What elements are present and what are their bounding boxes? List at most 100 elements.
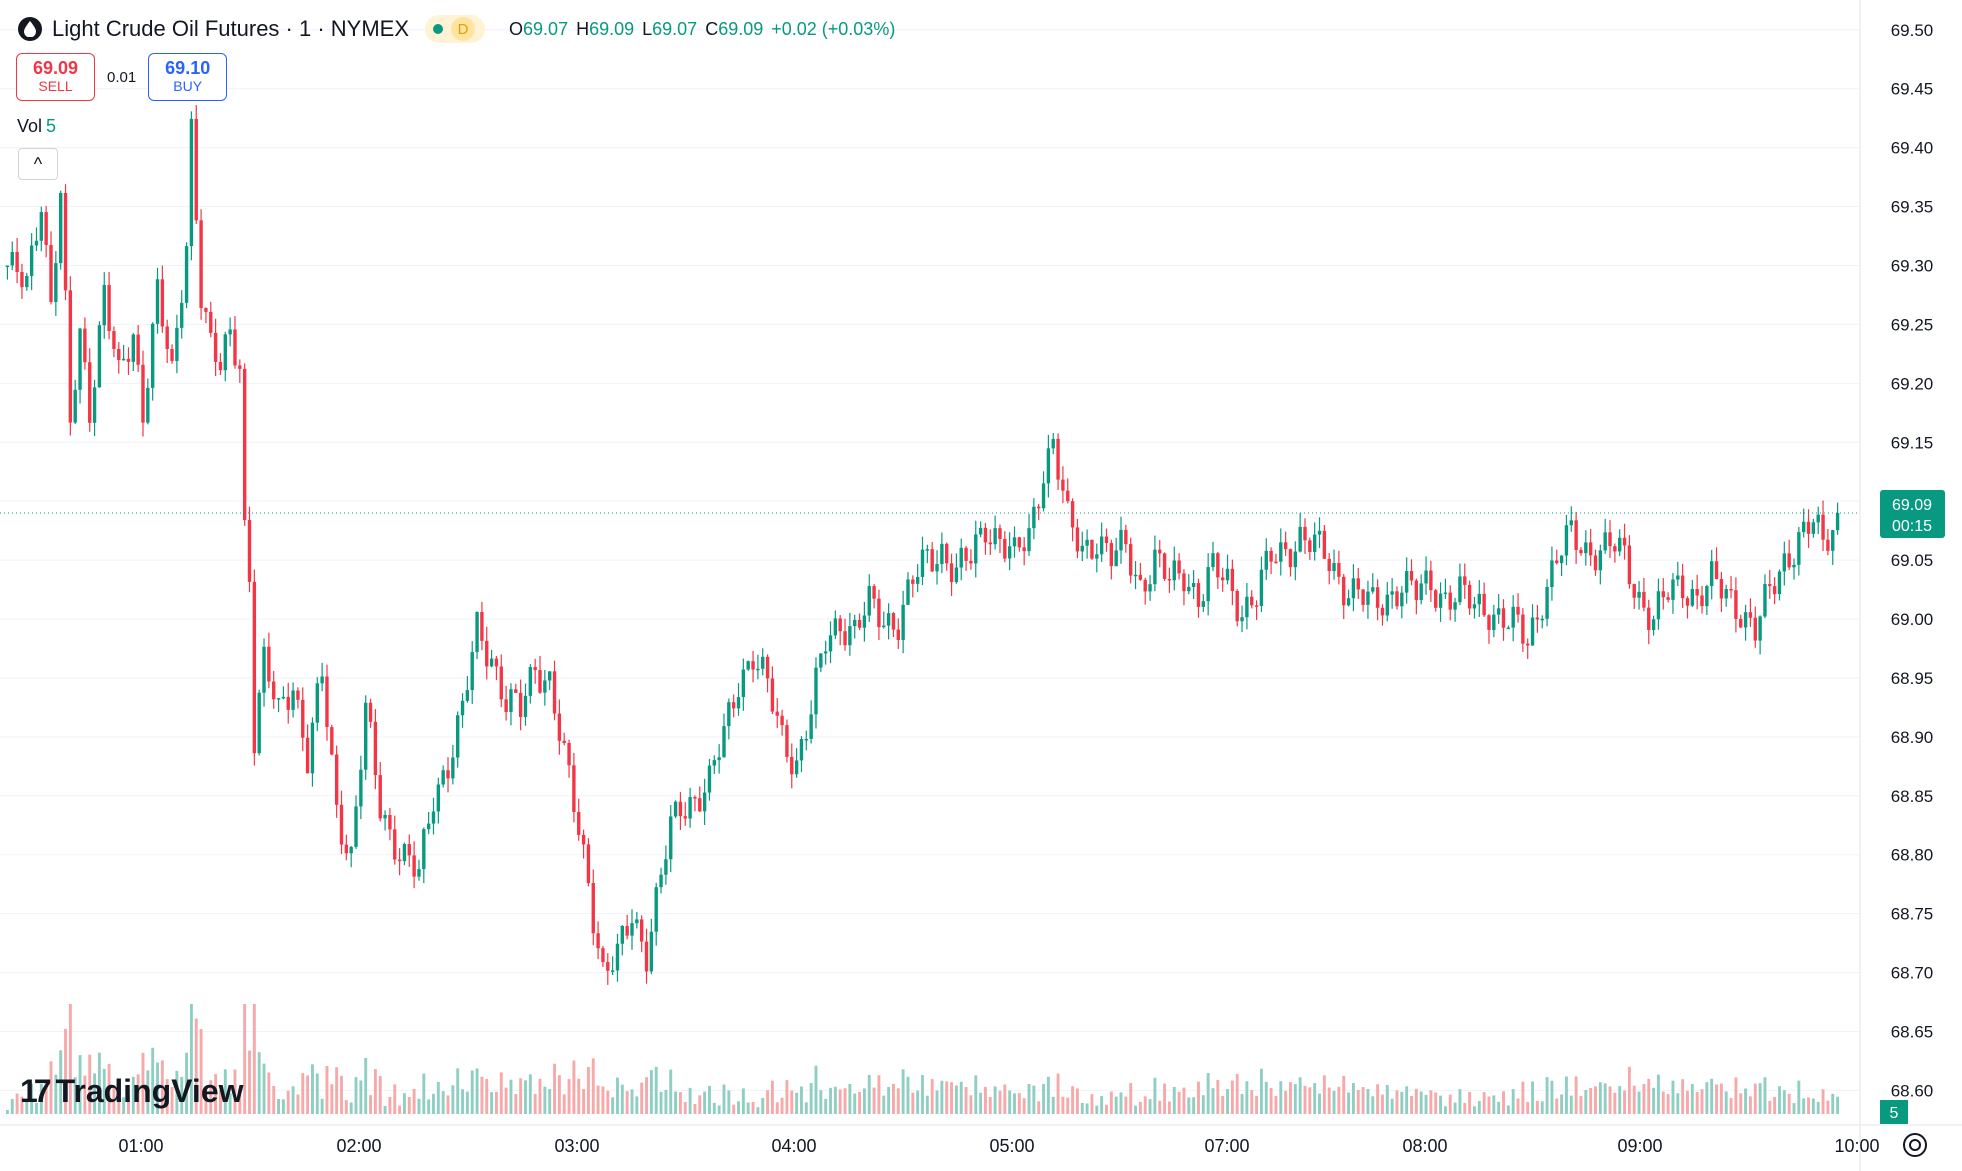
volume-bar xyxy=(257,1052,261,1114)
volume-bar xyxy=(219,1090,222,1114)
candle-body xyxy=(644,941,649,972)
volume-bar xyxy=(954,1085,958,1114)
volume-bar xyxy=(465,1091,469,1114)
volume-bar xyxy=(974,1075,978,1114)
candle-body xyxy=(436,784,441,812)
candle-body xyxy=(1559,555,1564,564)
volume-bar xyxy=(1763,1077,1767,1114)
tradingview-logo-text: TradingView xyxy=(55,1073,244,1109)
candle-body xyxy=(136,334,140,365)
candle-body xyxy=(1792,564,1796,568)
volume-bar xyxy=(1734,1077,1738,1114)
volume-bar xyxy=(1753,1083,1757,1114)
price-tick-label: 68.60 xyxy=(1891,1081,1934,1100)
candle-body xyxy=(117,348,121,361)
volume-bar xyxy=(310,1064,314,1114)
volume-bar xyxy=(1342,1075,1346,1114)
candle-body xyxy=(402,844,407,862)
volume-bar xyxy=(1090,1094,1094,1114)
volume-bar xyxy=(417,1098,421,1114)
candle-body xyxy=(731,702,736,709)
volume-bar xyxy=(1497,1101,1501,1114)
candle-body xyxy=(901,604,905,640)
candle-body xyxy=(257,692,261,754)
candle-body xyxy=(1298,526,1302,552)
market-status-pill[interactable]: D xyxy=(425,15,486,43)
volume-bar xyxy=(1666,1094,1670,1114)
time-tick-label: 02:00 xyxy=(336,1136,381,1156)
candle-body xyxy=(1303,526,1307,541)
volume-bar xyxy=(432,1093,435,1114)
candle-body xyxy=(533,667,537,671)
candle-body xyxy=(1758,616,1762,641)
volume-bar xyxy=(557,1075,561,1114)
candle-body xyxy=(320,676,324,684)
volume-bar xyxy=(664,1089,668,1114)
candle-body xyxy=(809,714,813,739)
volume-bar xyxy=(402,1093,406,1114)
candle-body xyxy=(1351,578,1356,599)
volume-bar xyxy=(1351,1083,1355,1114)
volume-bar xyxy=(5,1110,9,1114)
buy-button[interactable]: 69.10 BUY xyxy=(148,53,228,101)
volume-bar xyxy=(383,1105,387,1114)
candle-body xyxy=(596,933,600,949)
candle-body xyxy=(146,387,150,423)
volume-bar xyxy=(68,1004,72,1114)
trade-panel: 69.09 SELL 0.01 69.10 BUY xyxy=(16,53,228,101)
volume-bar xyxy=(1061,1096,1065,1114)
candle-body xyxy=(1598,550,1603,571)
time-tick-label: 03:00 xyxy=(554,1136,599,1156)
candle-body xyxy=(1705,586,1709,607)
volume-bar xyxy=(344,1100,348,1114)
candle-body xyxy=(417,869,421,877)
volume-bar xyxy=(209,1080,213,1114)
volume-bar xyxy=(586,1067,590,1114)
candle-body xyxy=(175,327,179,361)
volume-bar xyxy=(785,1080,789,1114)
candle-body xyxy=(848,626,852,646)
volume-bar xyxy=(1303,1085,1307,1114)
volume-bar xyxy=(1192,1097,1196,1114)
volume-bar xyxy=(35,1102,38,1114)
candle-body xyxy=(983,527,988,543)
candle-body xyxy=(1158,549,1162,554)
time-scale: 01:00 02:00 03:00 04:00 05:00 07:00 08:00 09:00… xyxy=(118,1136,1879,1156)
candle-body xyxy=(107,284,111,332)
candle-body xyxy=(494,658,499,667)
volume-legend[interactable]: Vol 5 xyxy=(17,116,57,136)
volume-bar xyxy=(1574,1076,1578,1114)
symbol-title[interactable]: Light Crude Oil Futures · 1 · NYMEX xyxy=(52,16,410,41)
sell-button[interactable]: 69.09 SELL xyxy=(16,53,95,101)
volume-bar xyxy=(1313,1083,1317,1114)
price-tick-label: 68.80 xyxy=(1891,846,1934,865)
volume-bar xyxy=(741,1088,745,1114)
candle-body xyxy=(1124,529,1128,545)
candle-body xyxy=(1579,549,1583,554)
volume-bar xyxy=(1429,1090,1433,1114)
volume-bar xyxy=(616,1077,619,1114)
volume-bar xyxy=(306,1075,310,1114)
volume-bar xyxy=(833,1086,837,1114)
candle-body xyxy=(1283,542,1288,550)
volume-bar xyxy=(746,1102,750,1114)
volume-bar xyxy=(1603,1083,1607,1114)
candle-body xyxy=(1414,580,1419,601)
volume-bar xyxy=(243,1004,247,1114)
volume-bar xyxy=(1768,1100,1772,1114)
candle-body xyxy=(354,806,358,847)
candle-body xyxy=(1768,584,1772,587)
volume-bar xyxy=(1206,1073,1210,1114)
collapse-legend-button[interactable]: ^ xyxy=(18,148,58,180)
volume-bar xyxy=(1797,1080,1801,1114)
volume-bar xyxy=(54,1074,58,1114)
volume-bar xyxy=(601,1086,605,1114)
tradingview-logo[interactable]: 17 TradingView xyxy=(20,1073,244,1110)
settings-gear-icon[interactable] xyxy=(1903,1133,1927,1157)
candle-body xyxy=(1211,553,1215,568)
volume-bar xyxy=(1550,1080,1554,1114)
candle-body xyxy=(393,829,397,860)
candle-body xyxy=(373,721,378,776)
volume-bar xyxy=(862,1088,866,1114)
